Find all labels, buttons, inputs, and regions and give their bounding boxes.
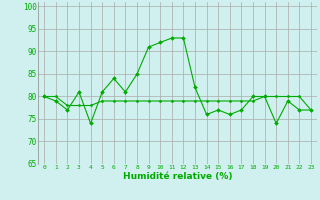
X-axis label: Humidité relative (%): Humidité relative (%) [123, 172, 232, 181]
